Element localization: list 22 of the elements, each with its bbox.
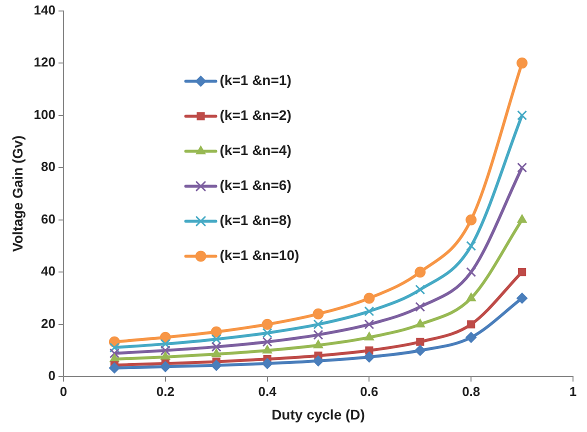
x-tick-label: 0.6 <box>360 384 378 399</box>
y-tick-label: 20 <box>41 316 56 331</box>
y-tick-label: 120 <box>34 54 56 70</box>
legend-label: (k=1 &n=1) <box>220 72 292 88</box>
x-tick-label: 0.4 <box>258 384 278 399</box>
x-tick-label: 0 <box>60 384 68 399</box>
y-tick-label: 60 <box>41 211 56 226</box>
legend-label: (k=1 &n=6) <box>220 177 292 194</box>
x-tick-label: 1 <box>569 384 577 399</box>
legend-label: (k=1 &n=4) <box>220 142 292 158</box>
legend-label: (k=1 &n=2) <box>220 107 292 124</box>
legend-label: (k=1 &n=8) <box>220 212 292 228</box>
y-axis-title: Voltage Gain (Gv) <box>9 135 26 252</box>
y-tick-label: 140 <box>34 2 56 18</box>
x-tick-label: 0.2 <box>156 384 174 399</box>
y-tick-label: 100 <box>34 106 56 122</box>
y-tick-label: 80 <box>41 159 56 174</box>
y-tick-label: 0 <box>48 368 56 384</box>
x-axis-title: Duty cycle (D) <box>272 406 365 422</box>
x-tick-label: 0.8 <box>462 384 480 399</box>
legend-label: (k=1 &n=10) <box>220 247 300 264</box>
y-tick-label: 40 <box>41 264 56 279</box>
